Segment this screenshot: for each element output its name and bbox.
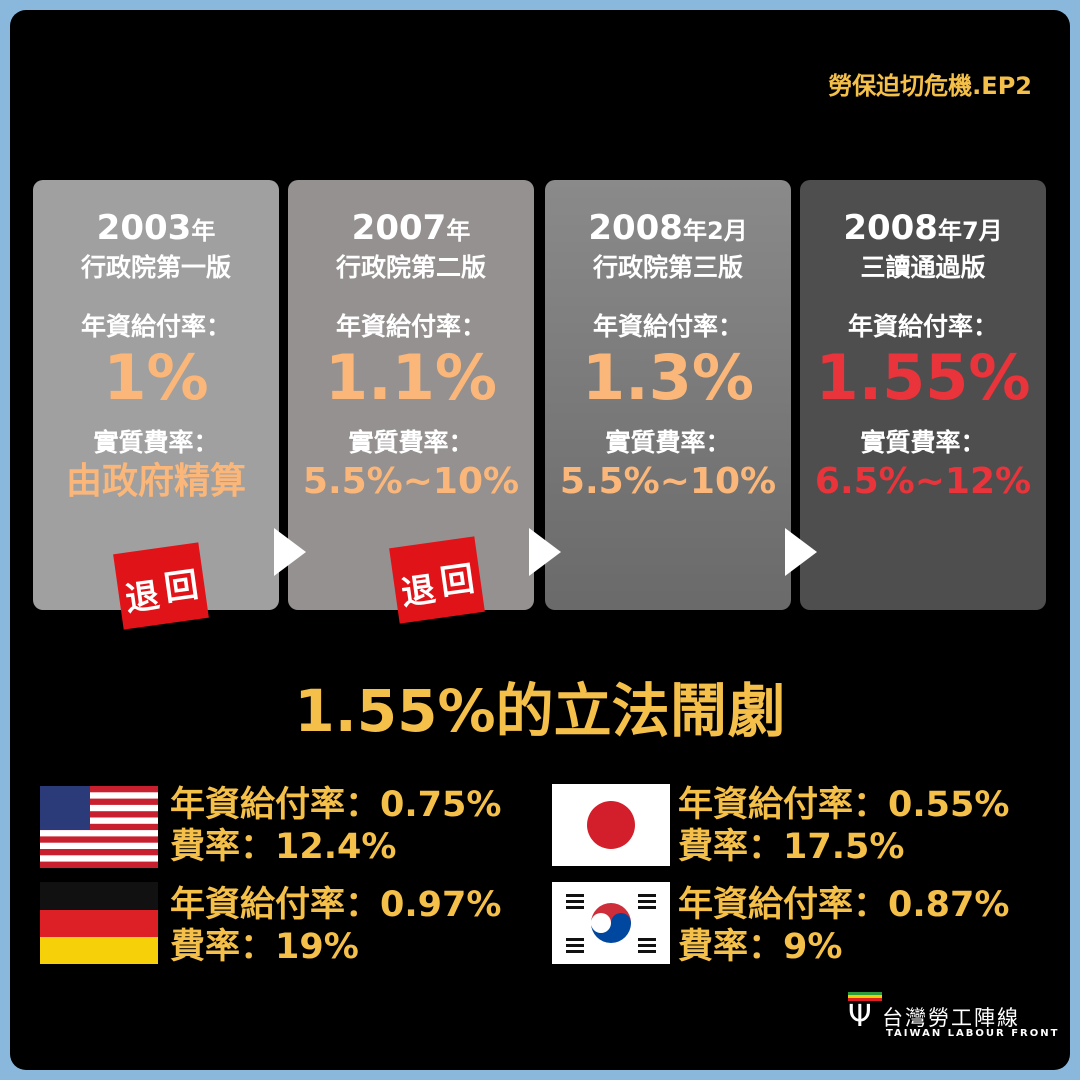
fee-label: 實質費率：: [93, 428, 219, 457]
card-2008-jul: 2008年7月 三讀通過版 年資給付率： 1.55% 實質費率： 6.5%~12…: [800, 180, 1046, 610]
version: 行政院第三版: [592, 253, 743, 282]
rate-value: 1.3%: [582, 341, 754, 414]
version: 三讀通過版: [860, 253, 986, 282]
korea-stats: 年資給付率：0.87% 費率：9%: [678, 884, 1009, 968]
arrow-right-icon: [274, 528, 306, 576]
rate-label: 年資給付率：: [847, 312, 998, 341]
rate-label: 年資給付率：: [335, 312, 486, 341]
trident-icon: Ψ: [848, 999, 872, 1034]
year-suffix: 年7月: [937, 217, 1003, 245]
arrow-right-icon: [785, 528, 817, 576]
stamp-char: 回: [437, 558, 477, 603]
rate-value: 1%: [103, 341, 209, 414]
year: 2007: [351, 208, 447, 248]
korea-flag-icon: [552, 882, 670, 964]
rate-label: 年資給付率：: [592, 312, 743, 341]
rejected-stamp: 退回: [389, 536, 485, 624]
usa-stats: 年資給付率：0.75% 費率：12.4%: [170, 784, 501, 868]
korea-rate: 年資給付率：0.87%: [678, 885, 1010, 925]
germany-fee: 費率：19%: [170, 927, 359, 967]
logo-stripe: [848, 998, 882, 1001]
japan-fee: 費率：17.5%: [678, 827, 905, 867]
rate-value: 1.1%: [325, 341, 497, 414]
korea-fee: 費率：9%: [678, 927, 843, 967]
card-2007: 2007年 行政院第二版 年資給付率： 1.1% 實質費率： 5.5%~10%: [288, 180, 534, 610]
usa-fee: 費率：12.4%: [170, 827, 397, 867]
germany-rate: 年資給付率：0.97%: [170, 885, 502, 925]
arrow-right-icon: [529, 528, 561, 576]
fee-label: 實質費率：: [605, 428, 731, 457]
germany-flag-icon: [40, 882, 158, 964]
series-tag: 勞保迫切危機.EP2: [828, 72, 1032, 100]
year-suffix: 年: [191, 217, 216, 245]
japan-flag-icon: [552, 784, 670, 866]
stamp-char: 回: [161, 564, 201, 609]
japan-rate: 年資給付率：0.55%: [678, 785, 1010, 825]
version: 行政院第二版: [335, 253, 486, 282]
logo-english: TAIWAN LABOUR FRONT: [886, 1028, 1060, 1039]
logo-stripe: [848, 995, 882, 998]
rate-value: 1.55%: [815, 341, 1031, 414]
usa-flag-icon: [40, 786, 158, 868]
year: 2008: [843, 208, 938, 248]
year: 2003: [96, 208, 192, 248]
headline: 1.55%的立法鬧劇: [294, 677, 786, 745]
fee-value: 由政府精算: [65, 461, 246, 502]
stamp-char: 退: [122, 575, 162, 620]
germany-stats: 年資給付率：0.97% 費率：19%: [170, 884, 501, 968]
japan-stats: 年資給付率：0.55% 費率：17.5%: [678, 784, 1009, 868]
card-2003: 2003年 行政院第一版 年資給付率： 1% 實質費率： 由政府精算: [33, 180, 279, 610]
fee-label: 實質費率：: [348, 428, 474, 457]
year-suffix: 年: [446, 217, 471, 245]
logo-stripe: [848, 992, 882, 995]
stamp-char: 退: [398, 569, 438, 614]
version: 行政院第一版: [80, 253, 231, 282]
logo-name: 台灣勞工陣線: [882, 1006, 1020, 1030]
year-suffix: 年2月: [682, 217, 748, 245]
rate-label: 年資給付率：: [80, 312, 231, 341]
year: 2008: [588, 208, 683, 248]
fee-value: 6.5%~12%: [814, 461, 1032, 502]
fee-value: 5.5%~10%: [559, 461, 777, 502]
fee-label: 實質費率：: [860, 428, 986, 457]
usa-rate: 年資給付率：0.75%: [170, 785, 502, 825]
card-2008-feb: 2008年2月 行政院第三版 年資給付率： 1.3% 實質費率： 5.5%~10…: [545, 180, 791, 610]
rejected-stamp: 退回: [113, 542, 209, 630]
fee-value: 5.5%~10%: [302, 461, 520, 502]
